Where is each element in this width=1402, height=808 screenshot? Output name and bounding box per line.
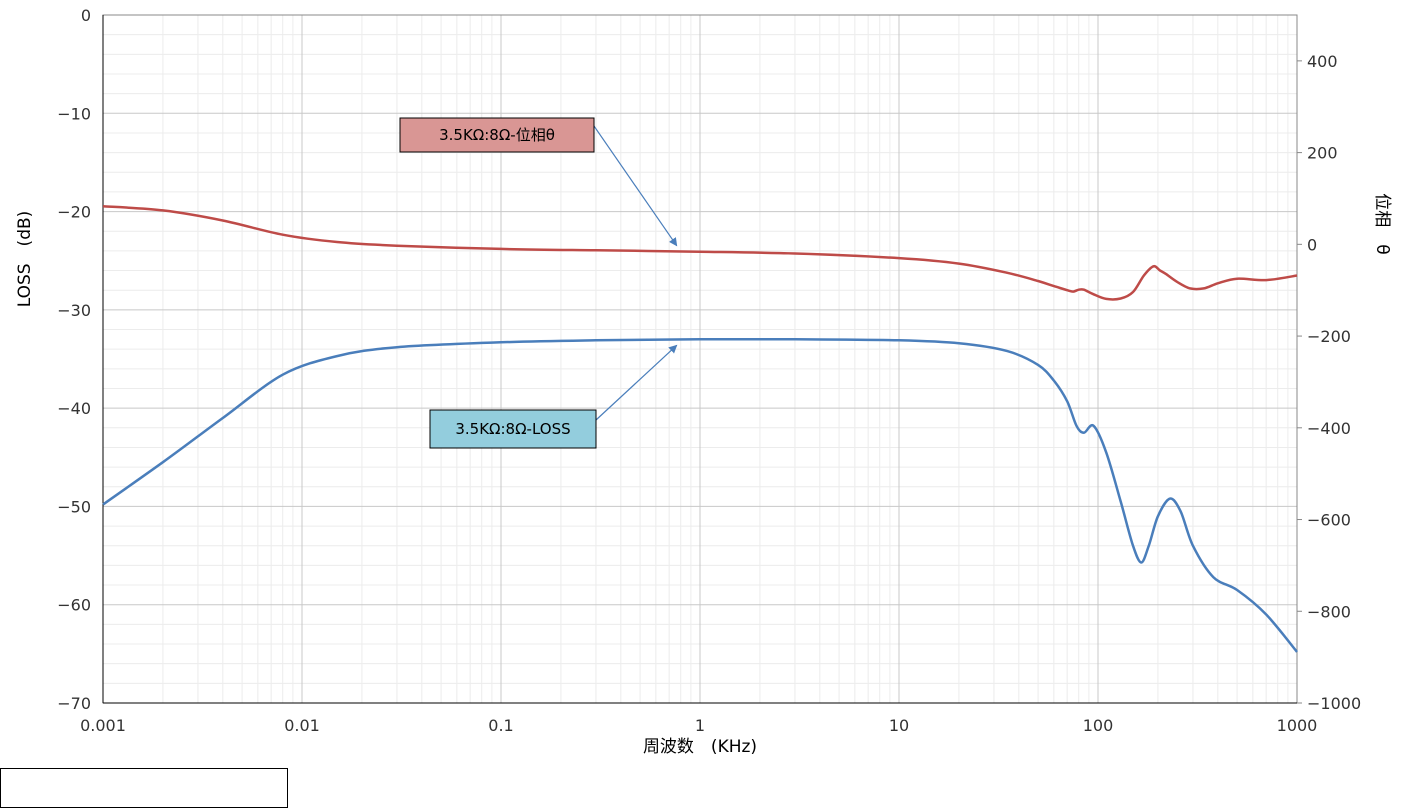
x-tick-labels: 0.001 0.01 0.1 1 10 100 1000 bbox=[80, 716, 1317, 735]
callouts: 3.5KΩ:8Ω-位相θ 3.5KΩ:8Ω-LOSS bbox=[399, 117, 678, 449]
x-tick-label: 100 bbox=[1083, 716, 1114, 735]
major-grid bbox=[102, 14, 1298, 704]
y-tick-label: −50 bbox=[57, 497, 91, 516]
y2-axis-title: 位相 θ bbox=[1372, 193, 1392, 254]
x-tick-label: 0.01 bbox=[284, 716, 320, 735]
x-tick-label: 1000 bbox=[1277, 716, 1318, 735]
y2-tick-label: −400 bbox=[1307, 419, 1351, 438]
y-tick-label: −30 bbox=[57, 301, 91, 320]
series-line-phase bbox=[102, 205, 1298, 301]
corner-text-box bbox=[0, 768, 288, 808]
y2-tick-label: 0 bbox=[1307, 235, 1317, 254]
y2-tick-label: −1000 bbox=[1307, 694, 1361, 713]
y-tick-label: 0 bbox=[81, 6, 91, 25]
y2-tick-label: −800 bbox=[1307, 602, 1351, 621]
callout-box bbox=[399, 117, 595, 153]
x-axis-title: 周波数 (KHz) bbox=[643, 737, 757, 757]
callout-arrow bbox=[595, 344, 678, 421]
callout-label: 3.5KΩ:8Ω-LOSS bbox=[455, 420, 570, 438]
y-tick-label: −20 bbox=[57, 203, 91, 222]
x-tick-label: 0.1 bbox=[488, 716, 513, 735]
y2-tick-labels: 400 200 0 −200 −400 −600 −800 −1000 bbox=[1297, 52, 1361, 713]
y2-tick-label: 200 bbox=[1307, 144, 1338, 163]
callout-arrow bbox=[593, 125, 678, 247]
y-tick-label: −40 bbox=[57, 399, 91, 418]
y2-tick-label: −600 bbox=[1307, 511, 1351, 530]
y-tick-label: −10 bbox=[57, 104, 91, 123]
series-layer bbox=[102, 205, 1298, 653]
y-tick-label: −60 bbox=[57, 596, 91, 615]
callout-box bbox=[429, 409, 597, 449]
y2-tick-label: 400 bbox=[1307, 52, 1338, 71]
x-tick-label: 1 bbox=[695, 716, 705, 735]
series-line-loss bbox=[102, 337, 1298, 653]
x-tick-label: 10 bbox=[889, 716, 909, 735]
x-tick-label: 0.001 bbox=[80, 716, 126, 735]
y-axis-title: LOSS (dB) bbox=[15, 211, 35, 308]
loss-phase-chart: 0.001 0.01 0.1 1 10 100 1000 0 −10 −20 −30 −40 −50 −… bbox=[15, 6, 1392, 757]
callout-label: 3.5KΩ:8Ω-位相θ bbox=[439, 126, 555, 144]
y2-tick-label: −200 bbox=[1307, 327, 1351, 346]
y-tick-labels: 0 −10 −20 −30 −40 −50 −60 −70 bbox=[57, 6, 91, 713]
y-tick-label: −70 bbox=[57, 694, 91, 713]
